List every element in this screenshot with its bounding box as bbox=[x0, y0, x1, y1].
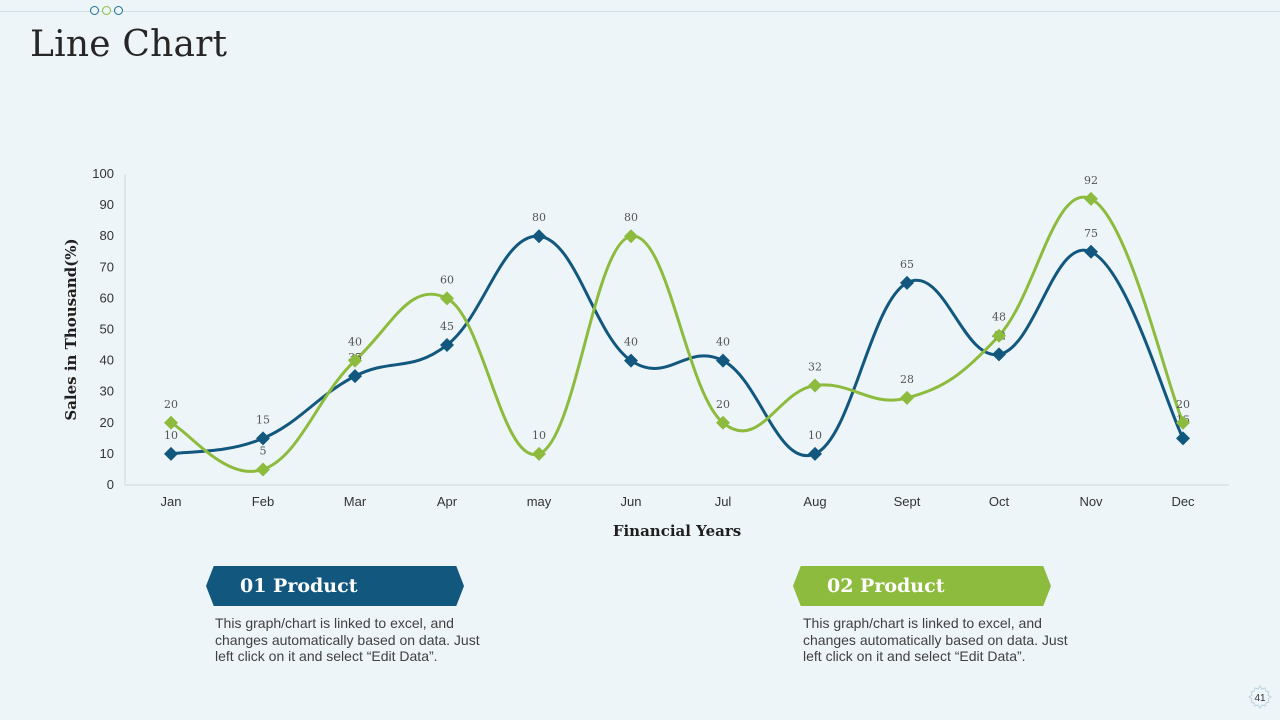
series-1-data-label: 65 bbox=[900, 258, 914, 271]
y-tick-label: 50 bbox=[100, 322, 114, 337]
series-1-data-label: 10 bbox=[164, 429, 178, 442]
gear-icon bbox=[1248, 685, 1272, 709]
series-1-data-label: 40 bbox=[624, 336, 638, 349]
series-2-data-label: 20 bbox=[716, 398, 730, 411]
y-tick-label: 60 bbox=[100, 290, 114, 305]
series-2-marker bbox=[992, 328, 1006, 343]
y-tick-label: 70 bbox=[100, 259, 114, 274]
series-2-data-label: 10 bbox=[532, 429, 546, 442]
x-tick-label: Jul bbox=[715, 494, 732, 509]
series-2-marker bbox=[1084, 191, 1098, 206]
x-tick-label: Jan bbox=[161, 494, 182, 509]
y-tick-label: 0 bbox=[107, 477, 114, 492]
x-tick-label: Nov bbox=[1079, 494, 1103, 509]
page-number: 41 bbox=[1254, 692, 1266, 704]
y-tick-label: 30 bbox=[100, 384, 114, 399]
series-2-data-label: 20 bbox=[1176, 398, 1190, 411]
series-2-data-label: 48 bbox=[992, 311, 1006, 324]
x-tick-label: Feb bbox=[252, 494, 274, 509]
series-2-marker bbox=[256, 462, 270, 477]
product-2-banner: 02 Product bbox=[793, 566, 1051, 606]
series-2-data-label: 92 bbox=[1084, 174, 1098, 187]
series-2-data-label: 40 bbox=[348, 336, 362, 349]
product-1-banner: 01 Product bbox=[206, 566, 464, 606]
x-tick-label: Aug bbox=[803, 494, 826, 509]
series-2-marker bbox=[348, 353, 362, 368]
series-2-marker bbox=[440, 291, 454, 306]
series-2-marker bbox=[164, 415, 178, 430]
top-divider bbox=[0, 11, 1280, 12]
series-2-marker bbox=[716, 415, 730, 430]
series-1-line bbox=[170, 234, 1185, 458]
series-2-data-label: 28 bbox=[900, 373, 914, 386]
series-1-marker bbox=[716, 353, 730, 368]
series-2-marker bbox=[624, 229, 638, 244]
y-tick-label: 40 bbox=[100, 353, 114, 368]
series-1-marker bbox=[1176, 431, 1190, 446]
y-axis-title: Sales in Thousand(%) bbox=[62, 238, 80, 420]
series-2-line bbox=[170, 195, 1185, 473]
series-1-marker bbox=[532, 229, 546, 244]
x-tick-label: Sept bbox=[894, 494, 921, 509]
series-2-marker bbox=[532, 446, 546, 461]
series-1-data-label: 45 bbox=[440, 320, 454, 333]
product-2-description: This graph/chart is linked to excel, and… bbox=[803, 615, 1068, 664]
series-1-marker bbox=[440, 338, 454, 353]
series-1-data-label: 40 bbox=[716, 336, 730, 349]
y-tick-label: 100 bbox=[92, 166, 114, 181]
line-chart[interactable]: 0 10 20 30 40 50 60 70 80 90 100 Jan Feb Mar Apr may Jun… bbox=[0, 0, 1280, 560]
product-1-label: 01 Product bbox=[240, 575, 358, 597]
series-1-marker bbox=[1084, 244, 1098, 259]
x-axis-title: Financial Years bbox=[613, 522, 741, 540]
x-tick-label: Apr bbox=[437, 494, 458, 509]
series-1-data-label: 15 bbox=[256, 413, 270, 426]
series-2-data-label: 32 bbox=[808, 360, 822, 373]
series-1-marker bbox=[256, 431, 270, 446]
product-1-description: This graph/chart is linked to excel, and… bbox=[215, 615, 480, 664]
y-tick-label: 80 bbox=[100, 228, 114, 243]
series-1-marker bbox=[808, 446, 822, 461]
series-1-marker bbox=[164, 446, 178, 461]
series-1-marker bbox=[992, 347, 1006, 362]
series-1-data-label: 10 bbox=[808, 429, 822, 442]
series-2-data-label: 5 bbox=[260, 444, 267, 457]
dot-icon bbox=[90, 6, 99, 15]
x-tick-label: Dec bbox=[1171, 494, 1195, 509]
series-2-data-label: 80 bbox=[624, 211, 638, 224]
x-tick-label: may bbox=[527, 494, 552, 509]
series-2-marker bbox=[900, 390, 914, 405]
x-tick-label: Oct bbox=[989, 494, 1010, 509]
series-2-marker bbox=[1176, 415, 1190, 430]
y-tick-label: 10 bbox=[100, 446, 114, 461]
y-tick-label: 20 bbox=[100, 415, 114, 430]
series-1-marker bbox=[900, 275, 914, 290]
page-title: Line Chart bbox=[30, 24, 228, 65]
product-2-label: 02 Product bbox=[827, 575, 945, 597]
dot-icon bbox=[102, 6, 111, 15]
series-1-marker bbox=[624, 353, 638, 368]
series-1-marker bbox=[348, 369, 362, 384]
series-2-marker bbox=[808, 378, 822, 393]
series-1-data-label: 80 bbox=[532, 211, 546, 224]
decorative-dots bbox=[90, 6, 123, 15]
series-2-data-label: 60 bbox=[440, 273, 454, 286]
dot-icon bbox=[114, 6, 123, 15]
y-tick-label: 90 bbox=[100, 197, 114, 212]
x-tick-label: Mar bbox=[344, 494, 367, 509]
x-tick-label: Jun bbox=[621, 494, 642, 509]
series-1-data-label: 75 bbox=[1084, 227, 1098, 240]
series-2-data-label: 20 bbox=[164, 398, 178, 411]
